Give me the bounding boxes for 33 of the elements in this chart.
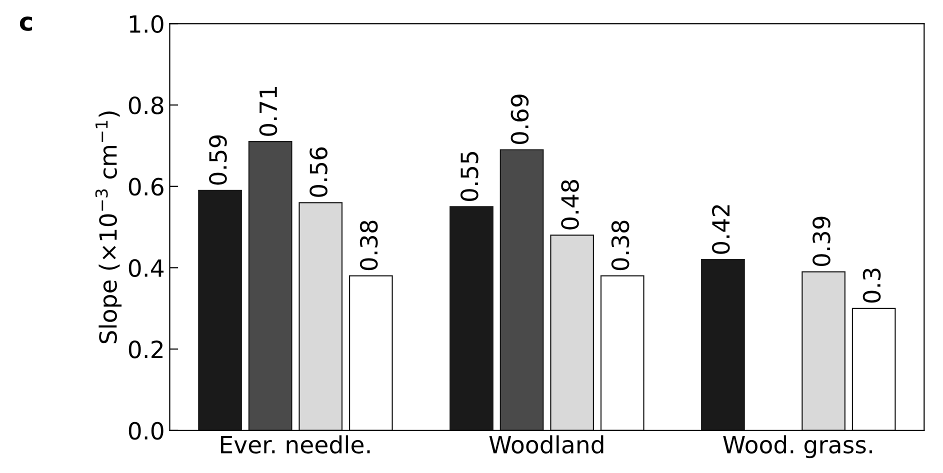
x-tick-label: Woodland (489, 435, 604, 454)
y-tick-label: 0.2 (128, 340, 163, 358)
bar (852, 308, 896, 430)
bar (198, 190, 242, 430)
bar (450, 206, 494, 430)
y-axis-title: Slope (×10$^{−3}$ cm$^{−1}$) (95, 112, 122, 344)
bar (701, 259, 745, 430)
data-label: 0.56 (310, 147, 328, 197)
y-tick-label: 0.6 (128, 178, 164, 196)
data-label: 0.38 (360, 220, 378, 270)
y-tick-label: 0.0 (128, 422, 164, 440)
data-label: 0.3 (862, 268, 881, 303)
data-label: 0.55 (460, 152, 478, 201)
bar (348, 275, 393, 430)
bar (298, 202, 343, 430)
bar (550, 234, 594, 430)
x-tick-label: Ever. needle. (221, 435, 370, 454)
bar (248, 141, 292, 430)
x-tick-label: Wood. grass. (723, 435, 872, 458)
text: c (20, 16, 32, 31)
bar (600, 275, 644, 430)
bar (802, 271, 846, 430)
y-tick-label: 1.0 (130, 15, 164, 33)
data-label: 0.69 (510, 94, 529, 144)
y-tick-label: 0.8 (128, 96, 164, 114)
y-tick-label: 0.4 (128, 259, 164, 278)
bar (500, 149, 544, 430)
data-label: 0.48 (561, 180, 579, 230)
data-label: 0.71 (259, 87, 278, 136)
data-label: 0.42 (712, 205, 730, 254)
data-label: 0.39 (812, 216, 830, 266)
data-label: 0.59 (209, 135, 227, 185)
data-label: 0.38 (611, 220, 630, 270)
